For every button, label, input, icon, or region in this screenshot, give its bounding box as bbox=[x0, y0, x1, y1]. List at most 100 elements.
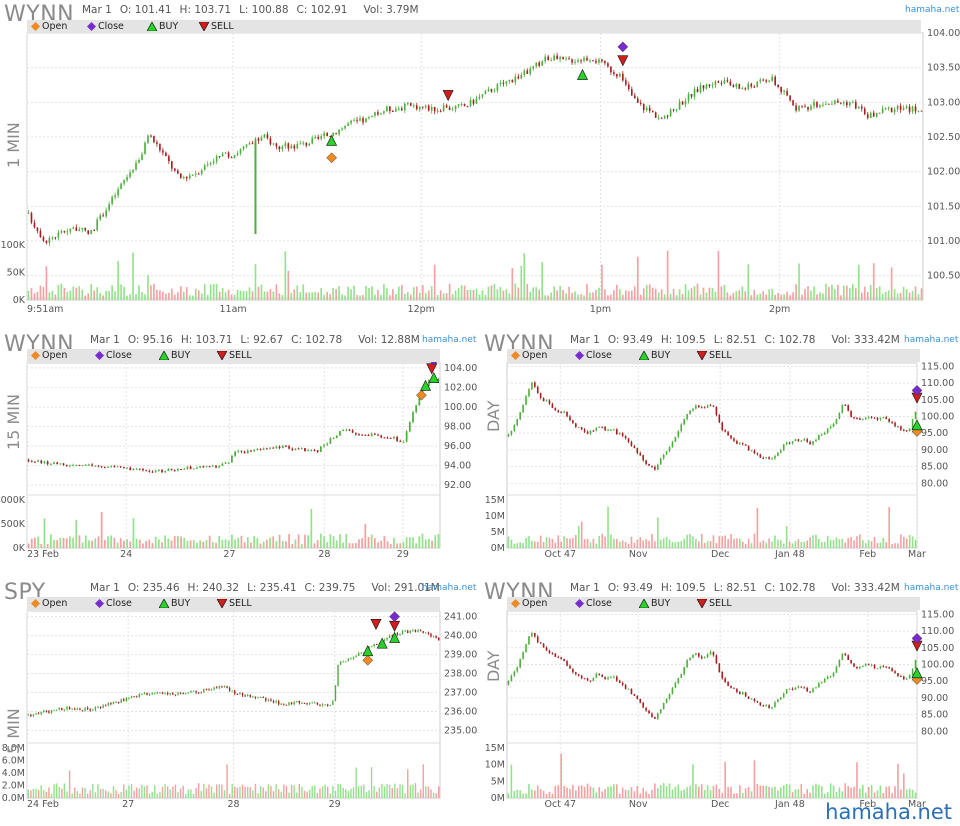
volume-bar bbox=[741, 286, 744, 300]
volume-bar bbox=[493, 283, 496, 300]
candle-body bbox=[538, 62, 541, 66]
volume-bar bbox=[213, 792, 215, 798]
volume-bar bbox=[383, 536, 386, 548]
candle-body bbox=[164, 692, 166, 694]
volume-bar bbox=[281, 541, 284, 548]
candle-body bbox=[702, 85, 705, 89]
candle-body bbox=[897, 673, 899, 677]
brand-link[interactable]: hamaha.net bbox=[904, 335, 959, 345]
volume-bar bbox=[168, 292, 170, 300]
legend-open: Open bbox=[511, 597, 547, 610]
volume-bar bbox=[174, 294, 176, 300]
y-tick-label: 105.00 bbox=[921, 643, 954, 654]
volume-bar bbox=[759, 542, 762, 548]
volume-bar bbox=[58, 787, 60, 798]
candle-body bbox=[791, 688, 794, 690]
volume-bar bbox=[531, 540, 533, 548]
candle-body bbox=[803, 687, 806, 689]
candle-body bbox=[338, 129, 340, 135]
volume-bar bbox=[347, 790, 350, 798]
volume-bar bbox=[90, 284, 93, 300]
candle-body bbox=[709, 405, 712, 407]
volume-bar bbox=[794, 540, 797, 548]
volume-bar bbox=[430, 286, 433, 300]
volume-bar bbox=[604, 536, 606, 548]
candle-body bbox=[418, 395, 421, 406]
volume-bar bbox=[319, 533, 322, 548]
volume-bar bbox=[37, 536, 39, 548]
volume-bar bbox=[511, 268, 514, 300]
candle-body bbox=[496, 84, 499, 91]
brand-link[interactable]: hamaha.net bbox=[422, 335, 477, 345]
candle-body bbox=[645, 460, 647, 464]
candle-body bbox=[189, 466, 192, 470]
candle-body bbox=[301, 702, 303, 704]
candle-body bbox=[853, 417, 855, 419]
volume-bar bbox=[840, 295, 842, 300]
candle-body bbox=[241, 692, 244, 696]
candle-body bbox=[126, 177, 128, 181]
footer-brand[interactable]: hamaha.net bbox=[825, 800, 952, 824]
ohlc-low: L: 235.41 bbox=[247, 582, 297, 594]
brand-link[interactable]: hamaha.net bbox=[905, 5, 960, 15]
ohlc-high: H: 103.71 bbox=[180, 334, 233, 346]
candle-body bbox=[890, 107, 893, 113]
candle-body bbox=[780, 697, 782, 700]
volume-bar bbox=[702, 287, 705, 300]
candle-body bbox=[648, 710, 650, 714]
candle-body bbox=[351, 430, 354, 433]
brand-link[interactable]: hamaha.net bbox=[904, 583, 959, 593]
volume-bar bbox=[686, 787, 688, 798]
volume-bar bbox=[730, 786, 732, 798]
y-tick-label: 115.00 bbox=[921, 361, 954, 372]
candle-body bbox=[768, 705, 770, 709]
volume-bar bbox=[303, 790, 306, 798]
volume-bar bbox=[774, 294, 776, 300]
candle-body bbox=[595, 427, 598, 431]
candle-body bbox=[172, 692, 174, 695]
volume-bar bbox=[853, 787, 855, 798]
volume-bar bbox=[510, 539, 513, 548]
candle-body bbox=[415, 405, 418, 413]
volume-bar bbox=[841, 791, 844, 798]
candle-body bbox=[601, 426, 603, 428]
candle-body bbox=[630, 441, 633, 447]
candle-body bbox=[818, 683, 820, 688]
candle-body bbox=[278, 146, 281, 150]
volume-bar bbox=[490, 285, 493, 300]
candle-body bbox=[224, 462, 227, 464]
volume-bar bbox=[99, 789, 102, 798]
volume-bar bbox=[224, 292, 227, 300]
candle-body bbox=[762, 457, 765, 459]
candle-body bbox=[843, 102, 845, 104]
buy-marker bbox=[911, 419, 923, 431]
candle-body bbox=[167, 468, 170, 472]
buy-marker bbox=[911, 667, 923, 679]
volume-bar bbox=[392, 289, 394, 300]
candle-body bbox=[105, 705, 107, 707]
volume-bar bbox=[341, 294, 343, 300]
volume-bar bbox=[233, 294, 236, 300]
brand-link[interactable]: hamaha.net bbox=[422, 583, 477, 593]
volume-bar bbox=[829, 540, 832, 548]
legend-open: Open bbox=[511, 349, 547, 362]
candle-body bbox=[577, 427, 580, 429]
volume-bar bbox=[278, 534, 281, 548]
volume-bar bbox=[700, 784, 703, 798]
candle-body bbox=[132, 169, 134, 173]
volume-bar bbox=[519, 790, 521, 798]
candle-body bbox=[810, 106, 812, 110]
candle-body bbox=[774, 702, 776, 708]
candle-body bbox=[887, 107, 890, 109]
volume-bar bbox=[345, 789, 347, 798]
ohlc-volume: Vol: 333.42M bbox=[831, 582, 900, 594]
candle-body bbox=[280, 703, 282, 705]
candle-body bbox=[554, 407, 557, 411]
volume-bar bbox=[844, 783, 847, 798]
candle-body bbox=[272, 700, 275, 703]
candle-body bbox=[478, 96, 481, 99]
volume-bar bbox=[894, 786, 896, 798]
candle-body bbox=[49, 464, 52, 466]
volume-bar bbox=[148, 793, 151, 798]
volume-bar bbox=[205, 540, 208, 548]
